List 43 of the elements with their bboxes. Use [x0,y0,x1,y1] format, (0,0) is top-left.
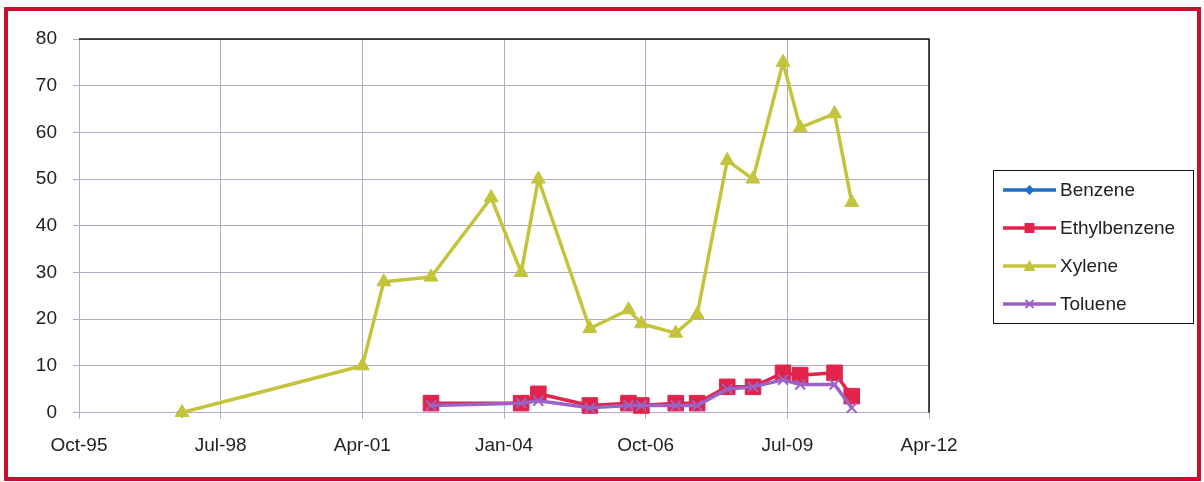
y-tick-label: 0 [46,400,57,422]
x-tick-label: Oct-95 [50,434,108,456]
point [826,364,843,382]
x-tick-label: Apr-01 [333,434,391,456]
point [792,119,808,133]
point [513,263,529,277]
point [668,324,684,338]
y-tick-label: 80 [35,27,57,49]
point [844,193,860,207]
point [775,53,791,67]
y-tick-label: 70 [35,73,57,95]
y-tick-label: 50 [35,167,57,189]
y-tick-label: 40 [35,213,57,235]
legend-label: Benzene [1060,179,1136,201]
legend-label: Xylene [1060,255,1119,277]
point [777,373,789,386]
point [689,305,705,319]
x-tick-label: Jan-04 [474,434,534,456]
point [827,105,842,119]
point [828,378,841,391]
x-tick-label: Jul-98 [194,434,247,456]
legend-label: Toluene [1060,293,1127,315]
point [530,170,546,184]
point [423,268,439,282]
point [845,401,858,414]
point [532,394,545,407]
x-tick-label: Jul-09 [761,434,814,456]
y-tick-label: 20 [35,307,57,329]
point [745,170,761,184]
x-tick-label: Oct-06 [617,434,675,456]
x-tick-label: Apr-12 [900,434,958,456]
point [794,378,807,391]
y-tick-label: 30 [35,260,57,282]
point [719,151,735,165]
point [483,189,499,203]
y-tick-label: 60 [35,120,57,142]
point [376,273,392,287]
point [621,301,636,315]
point [582,319,598,333]
legend-label: Ethylbenzene [1060,217,1176,239]
point [354,357,370,371]
y-tick-label: 10 [35,354,57,376]
point [633,315,649,329]
